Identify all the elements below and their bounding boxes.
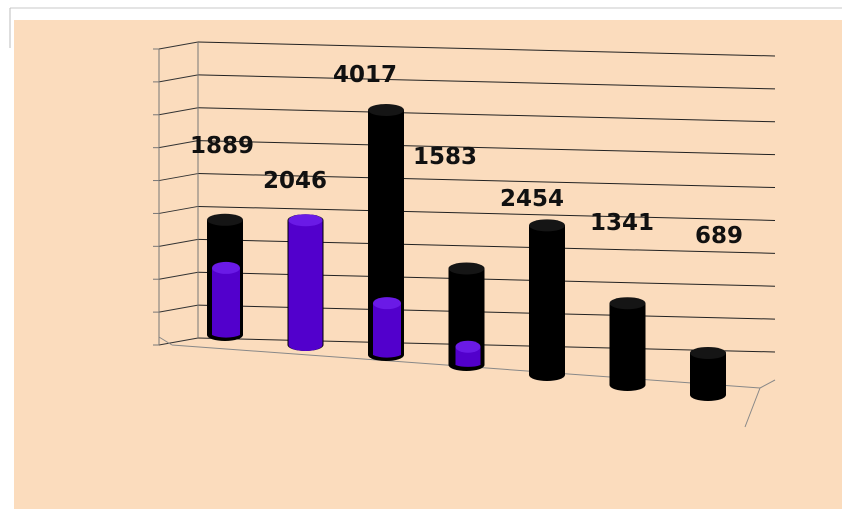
- cylinder-top: [609, 297, 646, 310]
- cylinder-body: [690, 352, 726, 401]
- side-gridline: [158, 304, 199, 313]
- cylinder-top: [207, 213, 243, 226]
- gridline: [197, 41, 776, 57]
- gridline: [197, 205, 776, 221]
- side-gridline: [158, 140, 199, 149]
- cylinder-accent-top: [288, 214, 323, 227]
- side-gridline: [158, 41, 199, 50]
- data-labels: 1889 2046 4017 1583 2454 1341 689: [190, 62, 743, 249]
- cylinder-body: [609, 303, 646, 392]
- side-gridline: [158, 173, 199, 182]
- side-gridline: [158, 238, 199, 247]
- data-label: 1341: [590, 210, 654, 236]
- cylinder-body: [529, 225, 565, 381]
- cylinder-accent-body: [212, 267, 240, 338]
- cylinder-top: [529, 219, 565, 232]
- cylinder-accent-top: [455, 340, 481, 353]
- side-gridline: [158, 205, 199, 214]
- cylinder-accent-body: [373, 303, 401, 358]
- side-gridline: [158, 271, 199, 280]
- cylinder-top: [368, 104, 404, 116]
- cylinder-top: [448, 262, 485, 275]
- floor-front-right-edge: [744, 387, 761, 428]
- gridline: [197, 107, 776, 123]
- gridline: [197, 74, 776, 90]
- side-gridline: [158, 74, 199, 83]
- data-label: 1889: [190, 133, 254, 159]
- data-label: 2454: [500, 186, 564, 212]
- data-label: 2046: [263, 168, 327, 194]
- plot-background: [14, 20, 842, 509]
- data-label: 689: [695, 223, 743, 249]
- floor-left-edge: [158, 336, 173, 346]
- cylinder-accent-body: [288, 220, 323, 351]
- bars: [207, 104, 726, 401]
- data-label: 1583: [413, 144, 477, 170]
- cylinder-top: [690, 346, 726, 359]
- cylinder-accent-top: [212, 261, 240, 274]
- data-label: 4017: [333, 62, 397, 88]
- gridline: [197, 173, 776, 189]
- floor-right-edge: [759, 379, 776, 389]
- side-gridline: [158, 107, 199, 116]
- gridlines: [158, 41, 776, 353]
- cylinder-accent-top: [373, 297, 401, 310]
- side-gridline: [158, 337, 199, 346]
- gridline: [197, 140, 776, 156]
